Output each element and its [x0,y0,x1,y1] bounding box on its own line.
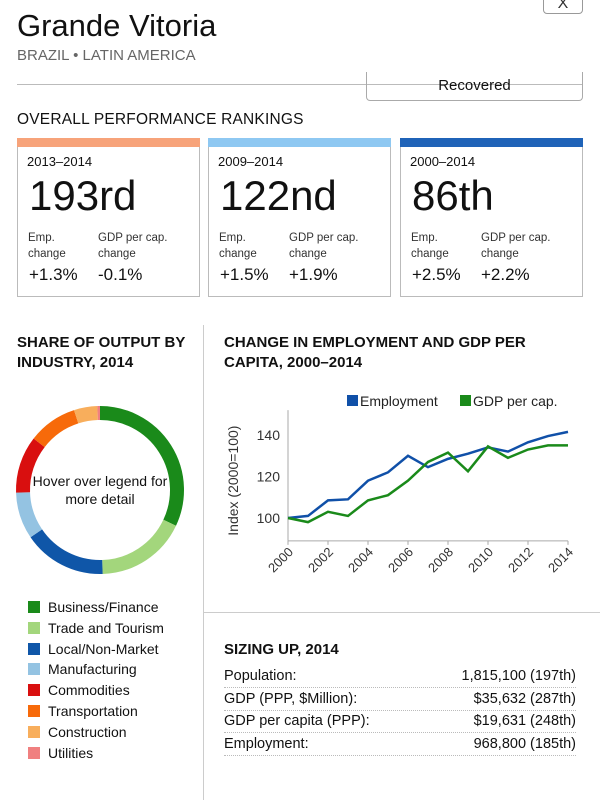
x-tick-label: 2012 [505,544,536,575]
donut-slice[interactable] [74,406,99,424]
legend-swatch [28,725,40,738]
emp-change: +2.5% [412,265,461,284]
legend-label: Trade and Tourism [48,619,164,636]
line-chart: 100 120 140 2000 2002 2004 2006 2008 2010 2012 201… [225,393,576,575]
legend-label: Transportation [48,703,138,719]
chart-title: CHANGE IN EMPLOYMENT AND GDP PER CAPITA,… [224,334,526,371]
gdp-label: GDP per cap. change [98,232,168,260]
donut-slice[interactable] [99,406,184,526]
sizing-value: 968,800 (185th) [473,735,576,752]
legend-label: Commodities [48,682,130,699]
legend-item[interactable]: Commodities [28,681,130,699]
y-tick-label: 140 [257,427,281,443]
chart-legend-label[interactable]: GDP per cap. [473,393,558,409]
legend-swatch [28,746,40,759]
y-tick-label: 100 [257,510,281,526]
chart-legend-label[interactable]: Employment [360,393,438,409]
legend-label: Utilities [48,744,94,761]
legend-label: Construction [48,723,127,740]
legend-item[interactable]: Trade and Tourism [28,619,164,637]
gdp-change: +2.2% [481,265,530,284]
divider [17,84,583,85]
legend-swatch [28,621,40,634]
series-line-gdp [287,444,568,524]
legend-label: Manufacturing [48,661,137,678]
emp-label: Emp. change [28,232,66,260]
sizing-label: GDP (PPP, $Million): [224,690,358,707]
x-tick-label: 2002 [305,544,336,575]
gdp-change: -0.1% [98,265,143,284]
sizing-row: Employment: 968,800 (185th) [224,734,576,756]
legend-label: Local/Non-Market [48,640,159,657]
ranking-card: 2009–2014 122nd Emp. change GDP per cap.… [208,138,391,297]
donut-slice[interactable] [33,410,79,448]
x-tick-label: 2014 [545,544,576,575]
rank: 193rd [29,172,137,219]
legend-item[interactable]: Construction [28,723,127,741]
close-button[interactable]: X [543,0,583,14]
period-color-bar [208,138,391,147]
sizing-label: Employment: [224,735,309,752]
ranking-card: 2000–2014 86th Emp. change GDP per cap. … [400,138,583,297]
y-axis-label: Index (2000=100) [225,426,241,536]
legend-item[interactable]: Utilities [28,744,93,762]
sizing-row: GDP per capita (PPP): $19,631 (248th) [224,711,576,733]
period-color-bar [17,138,200,147]
emp-change: +1.5% [220,265,269,284]
x-tick-label: 2010 [465,544,496,575]
donut-slice[interactable] [16,491,43,538]
legend-swatch [28,642,40,655]
donut-slice[interactable] [16,438,45,493]
rank: 122nd [220,172,337,219]
legend-item[interactable]: Manufacturing [28,660,137,678]
legend-swatch [28,663,40,676]
sizing-row: GDP (PPP, $Million): $35,632 (287th) [224,689,576,711]
legend-swatch [28,705,40,717]
x-tick-label: 2006 [385,544,416,575]
period-color-bar [400,138,583,147]
legend-item[interactable]: Transportation [28,702,138,720]
emp-label: Emp. change [219,232,257,260]
legend-swatch [28,601,40,613]
region-subtitle: BRAZIL • LATIN AMERICA [17,47,196,64]
sizing-value: $35,632 (287th) [473,690,576,707]
x-tick-label: 2008 [425,544,456,575]
legend-item[interactable]: Business/Finance [28,598,159,616]
period: 2000–2014 [410,154,476,169]
legend-swatch [460,395,471,406]
legend-swatch [347,395,358,406]
period: 2009–2014 [218,154,284,169]
donut-hint: Hover over legend for more detail [32,473,168,507]
x-tick-label: 2000 [265,544,296,575]
donut-slice[interactable] [30,529,103,574]
industry-donut [16,406,184,574]
industry-heading: SHARE OF OUTPUT BY INDUSTRY, 2014 [17,334,186,371]
sizing-value: 1,815,100 (197th) [461,668,576,684]
y-tick-label: 120 [257,469,281,485]
legend-item[interactable]: Local/Non-Market [28,640,159,658]
period: 2013–2014 [27,154,93,169]
sizing-label: GDP per capita (PPP): [224,713,370,729]
legend-swatch [28,684,40,697]
divider [203,325,204,800]
sizing-heading: SIZING UP, 2014 [224,641,339,658]
rankings-heading: OVERALL PERFORMANCE RANKINGS [17,111,304,128]
emp-label: Emp. change [411,232,449,260]
legend-label: Business/Finance [48,599,159,615]
gdp-label: GDP per cap. change [289,232,359,260]
divider [203,612,600,613]
rank: 86th [412,172,494,219]
series-line-employment [287,430,569,520]
status-badge: Recovered [366,72,583,101]
sizing-label: Population: [224,668,297,684]
gdp-change: +1.9% [289,265,338,284]
emp-change: +1.3% [29,265,78,284]
gdp-label: GDP per cap. change [481,232,551,260]
x-tick-label: 2004 [345,544,376,575]
page-title: Grande Vitoria [17,8,217,43]
ranking-card: 2013–2014 193rd Emp. change GDP per cap.… [17,138,200,297]
sizing-row: Population: 1,815,100 (197th) [224,666,576,688]
donut-slice[interactable] [101,519,177,574]
sizing-value: $19,631 (248th) [473,713,576,729]
